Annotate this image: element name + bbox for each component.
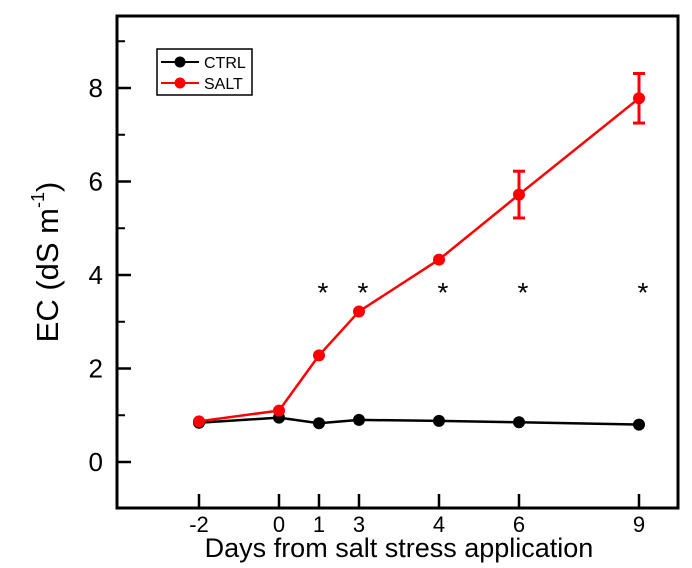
legend-box [156,48,253,96]
data-point-ctrl [353,413,365,426]
y-tick-label: 4 [89,260,103,290]
series-line-ctrl [198,416,640,426]
data-point-ctrl [633,418,645,431]
x-tick-label: 3 [353,512,365,537]
plot-frame [115,14,680,510]
significance-asterisk: * [358,277,369,308]
x-tick-label: 6 [513,512,525,537]
data-point-salt [633,92,645,105]
y-tick-label: 6 [89,167,103,197]
x-tick-label: 4 [433,512,445,537]
y-tick-label: 0 [89,447,103,477]
y-axis-label-part: EC (dS m [30,208,65,342]
data-point-ctrl [313,417,325,430]
x-tick-label: 0 [273,512,285,537]
data-point-salt [353,305,365,318]
data-point-salt [433,253,445,266]
data-point-ctrl [433,414,445,427]
legend-label: SALT [204,76,243,93]
x-tick-label: -2 [189,512,209,537]
y-tick-label: 8 [89,73,103,103]
x-axis-label: Days from salt stress application [205,533,594,563]
data-point-ctrl [513,416,525,429]
data-point-salt [193,415,205,428]
significance-asterisk: * [438,277,449,308]
significance-asterisk: * [518,277,529,308]
legend-marker [174,56,186,68]
y-tick-label: 2 [89,354,103,384]
data-point-salt [513,188,525,201]
x-tick-label: 9 [633,512,645,537]
y-axis-label-part: -1 [28,192,48,208]
legend-label: CTRL [204,55,246,72]
significance-asterisk: * [638,277,649,308]
y-axis-label: EC (dS m-1) [28,182,65,343]
significance-asterisk: * [318,277,329,308]
series-line-salt [198,97,640,423]
y-axis-label-part: ) [30,182,65,192]
legend-marker [174,77,186,89]
data-point-salt [313,349,325,362]
data-point-salt [273,404,285,417]
x-tick-label: 1 [313,512,325,537]
